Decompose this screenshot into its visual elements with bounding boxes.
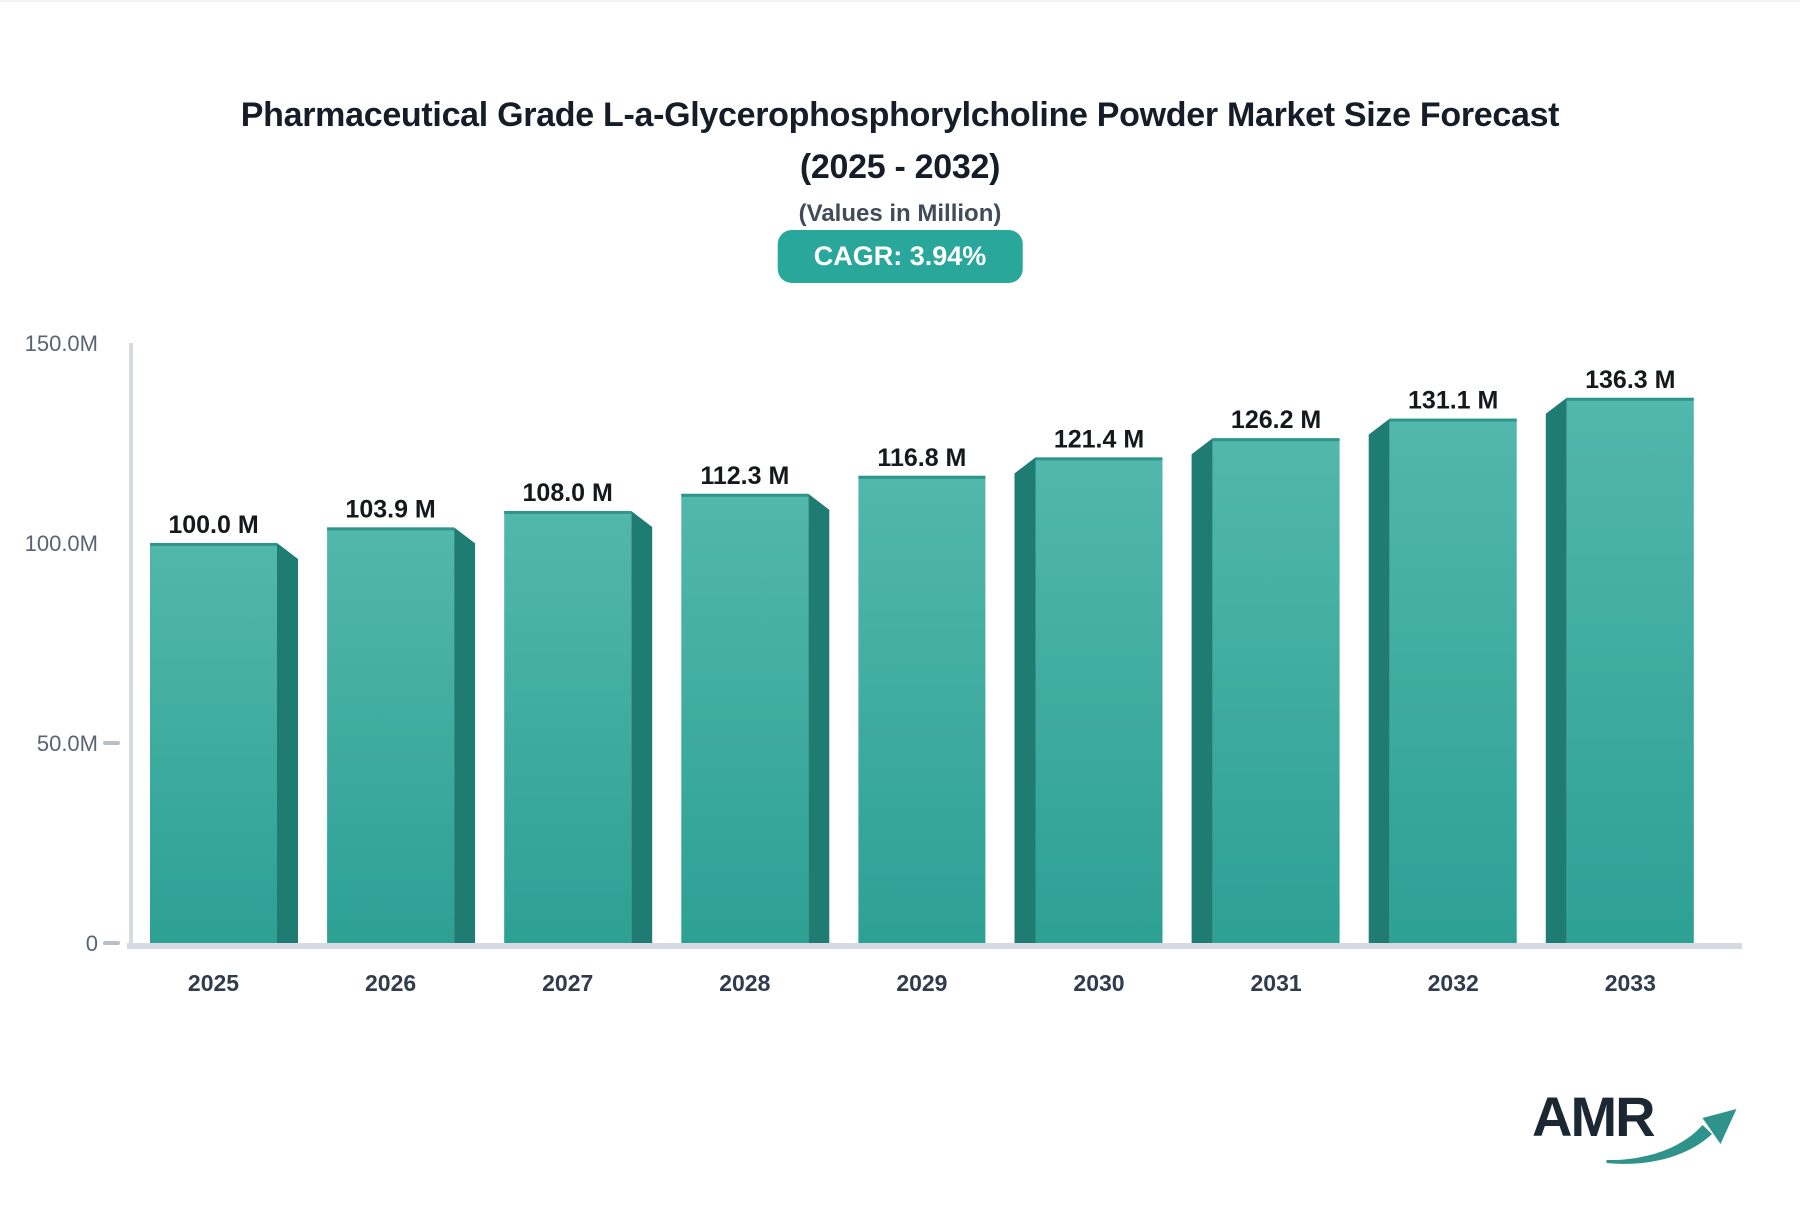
y-tick-dash (103, 941, 120, 945)
bar-2030 (1035, 457, 1163, 943)
amr-logo-growth-arrow-icon (1606, 1109, 1737, 1164)
x-axis-label-2029: 2029 (896, 970, 947, 996)
bar-value-label-2031: 126.2 M (1231, 406, 1321, 434)
bar-value-label-2032: 131.1 M (1408, 387, 1498, 415)
bar-value-label-2027: 108.0 M (523, 479, 613, 507)
bar-top-edge-2030 (1035, 457, 1163, 461)
x-axis-label-2028: 2028 (719, 970, 770, 996)
chart-subtitle: (Values in Million) (798, 200, 1002, 227)
x-axis-baseline (127, 943, 1742, 949)
chart-title-line1: Pharmaceutical Grade L-a-Glycerophosphor… (240, 96, 1560, 134)
bar-top-edge-2029 (858, 475, 986, 479)
y-tick-label-150.0M: 150.0M (25, 331, 98, 356)
bar-value-label-2033: 136.3 M (1585, 366, 1675, 394)
bar-2029 (858, 475, 986, 943)
bar-top-edge-2025 (150, 543, 277, 546)
bar-side-2026 (454, 527, 476, 943)
cagr-badge: CAGR: 3.94% (777, 230, 1023, 283)
bar-value-label-2025: 100.0 M (168, 511, 258, 539)
bar-2025 (150, 543, 277, 943)
chart-title-line2: (2025 - 2032) (799, 148, 1001, 186)
bar-side-2030 (1014, 457, 1036, 943)
bar-2033 (1566, 397, 1694, 943)
amr-logo: AMR (1532, 1084, 1737, 1168)
x-axis-label-2025: 2025 (188, 970, 239, 996)
bar-2032 (1389, 418, 1517, 944)
bar-side-2027 (631, 511, 653, 943)
bar-side-2032 (1368, 418, 1390, 944)
y-tick-label-0: 0 (86, 931, 98, 956)
x-axis-label-2032: 2032 (1428, 970, 1479, 996)
y-axis-line (129, 343, 133, 949)
bar-value-label-2030: 121.4 M (1054, 425, 1144, 453)
bar-top-edge-2031 (1212, 438, 1340, 442)
x-axis-label-2030: 2030 (1073, 970, 1124, 996)
amr-logo-text: AMR (1532, 1085, 1656, 1148)
bar-2026 (327, 527, 455, 943)
bar-chart: 150.0M 100.0M 50.0M 0 100.0 M 2025 103.9 M 2026… (0, 302, 1800, 1012)
bar-side-2031 (1191, 438, 1213, 943)
bar-2028 (681, 493, 809, 943)
bar-value-label-2026: 103.9 M (345, 495, 435, 523)
x-axis-label-2033: 2033 (1605, 970, 1656, 996)
bar-top-edge-2032 (1389, 418, 1517, 422)
bar-2031 (1212, 438, 1340, 943)
bar-top-edge-2026 (327, 527, 455, 531)
y-tick-label-50.0M: 50.0M (37, 731, 98, 756)
bar-side-2028 (808, 493, 830, 943)
bar-side-2025 (277, 543, 298, 943)
x-axis-label-2031: 2031 (1251, 970, 1302, 996)
x-axis-label-2027: 2027 (542, 970, 593, 996)
bar-top-edge-2028 (681, 493, 809, 497)
bar-top-edge-2027 (504, 511, 632, 514)
bar-2027 (504, 511, 632, 943)
bar-chart-svg: 150.0M 100.0M 50.0M 0 100.0 M 2025 103.9 M 2026… (25, 331, 1742, 996)
bar-top-edge-2033 (1566, 397, 1694, 401)
bar-side-2033 (1545, 397, 1567, 943)
y-tick-dash (103, 741, 120, 745)
bar-value-label-2028: 112.3 M (700, 462, 789, 490)
bar-value-label-2029: 116.8 M (877, 444, 966, 472)
x-axis-label-2026: 2026 (365, 970, 416, 996)
y-tick-label-100.0M: 100.0M (25, 531, 98, 556)
